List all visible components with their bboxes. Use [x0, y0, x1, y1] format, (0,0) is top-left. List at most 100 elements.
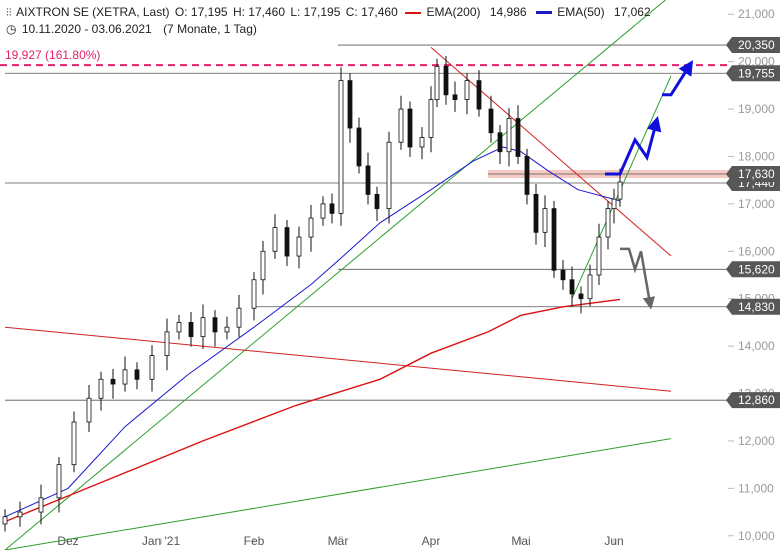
ema50-label: EMA(50)	[557, 5, 605, 19]
candle-body	[515, 118, 521, 157]
ema200-swatch	[405, 11, 422, 14]
y-tick-label: 18,000	[738, 149, 775, 163]
candle-body	[320, 203, 326, 219]
candle-body	[374, 193, 380, 210]
chart-title: AIXTRON SE (XETRA, Last)	[16, 5, 170, 19]
candle-body	[134, 369, 140, 380]
fib-level-label: 19,927 (161.80%)	[5, 48, 100, 62]
price-box-label: 12,860	[738, 393, 775, 407]
ohlc-high: H: 17,460	[232, 5, 285, 19]
candle-body	[407, 108, 413, 148]
candle-body	[224, 326, 230, 333]
price-box	[726, 392, 780, 409]
candle-body	[296, 236, 302, 257]
price-box	[726, 65, 780, 82]
ema50-value: 17,062	[613, 5, 651, 19]
candle-body	[188, 322, 194, 338]
ohlc-low: L: 17,195	[290, 5, 341, 19]
candle-body	[497, 132, 503, 153]
clock-icon: ◷	[6, 22, 17, 36]
y-tick-label: 16,000	[738, 244, 775, 258]
candle-body	[176, 322, 182, 333]
candle-body	[236, 307, 242, 328]
candle-body	[452, 94, 458, 100]
ema200-line	[4, 298, 621, 523]
candle-body	[272, 227, 278, 252]
candle-body	[329, 203, 335, 214]
candle-body	[260, 250, 266, 281]
y-tick-label: 17,000	[738, 197, 775, 211]
candle-body	[464, 80, 470, 100]
candle-body	[38, 497, 44, 513]
price-box	[726, 166, 780, 183]
ohlc-open: O: 17,195	[174, 5, 228, 19]
candle-body	[386, 141, 392, 210]
candle-body	[347, 80, 353, 129]
candle-body	[506, 118, 512, 153]
candle-body	[560, 269, 566, 281]
candle-body	[419, 137, 425, 148]
trendline-green	[4, 0, 667, 550]
candle-body	[308, 217, 314, 238]
candle-body	[587, 274, 593, 300]
candle-body	[284, 227, 290, 257]
candle-body	[338, 80, 344, 214]
candle-body	[212, 317, 218, 333]
candle-body	[71, 421, 77, 466]
price-box	[726, 261, 780, 278]
candle-body	[365, 165, 371, 195]
y-tick-label: 19,000	[738, 102, 775, 116]
candle-body	[488, 108, 494, 134]
price-box-label: 20,350	[738, 38, 775, 52]
trendline-red	[430, 47, 672, 257]
x-tick-label: Mär	[328, 534, 349, 548]
candle-body	[605, 208, 611, 238]
candle-body	[542, 208, 548, 233]
date-range: 10.11.2020 - 03.06.2021	[21, 22, 152, 36]
chart-header: ⫶⫶ AIXTRON SE (XETRA, Last) O: 17,195 H:…	[6, 5, 653, 20]
ema50-line	[4, 146, 621, 518]
x-tick-label: Jun	[604, 534, 623, 548]
candle-body	[611, 198, 617, 210]
y-tick-label: 14,000	[738, 339, 775, 353]
candle-body	[569, 279, 575, 295]
candle-body	[98, 378, 104, 399]
price-box-label: 19,755	[738, 66, 775, 80]
candle-body	[428, 99, 434, 138]
x-tick-label: Apr	[422, 534, 441, 548]
ohlc-close: C: 17,460	[345, 5, 398, 19]
candle-body	[164, 331, 170, 357]
candle-body	[617, 181, 623, 200]
price-box-label: 14,830	[738, 300, 775, 314]
ema50-swatch	[535, 11, 552, 15]
candle-body	[110, 378, 116, 385]
candle-body	[443, 65, 449, 96]
x-tick-label: Dez	[57, 534, 78, 548]
candle-body	[122, 369, 128, 385]
candle-body	[251, 279, 257, 309]
ema200-label: EMA(200)	[426, 5, 481, 19]
price-box-label: 17,630	[738, 167, 775, 181]
price-box	[726, 298, 780, 315]
candle-body	[578, 293, 584, 300]
candle-body	[200, 317, 206, 338]
scenario-arrow-blue	[662, 60, 694, 97]
y-tick-label: 11,000	[738, 481, 774, 495]
x-tick-label: Jan '21	[142, 534, 181, 548]
x-tick-label: Feb	[244, 534, 265, 548]
trendline-red	[4, 326, 672, 392]
ema200-value: 14,986	[489, 5, 527, 19]
candle-body	[524, 156, 530, 195]
price-box	[726, 37, 780, 54]
candle-body	[398, 108, 404, 143]
candle-body	[56, 464, 62, 499]
y-tick-label: 21,000	[738, 7, 775, 21]
price-box-label: 15,620	[738, 262, 775, 276]
candle-body	[86, 397, 92, 423]
candle-body	[596, 236, 602, 276]
candle-body	[149, 355, 155, 380]
candle-body	[2, 516, 8, 525]
y-tick-label: 12,000	[738, 434, 775, 448]
